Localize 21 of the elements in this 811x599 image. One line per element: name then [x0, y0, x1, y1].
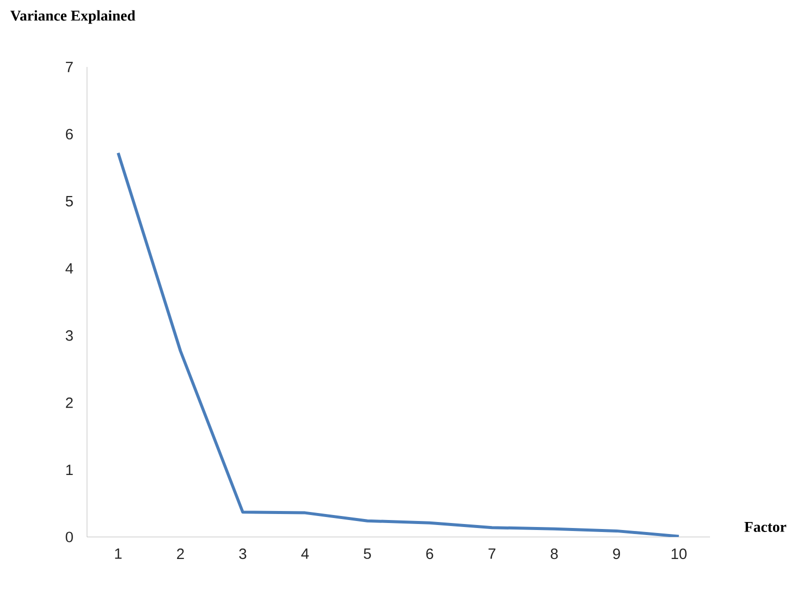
x-tick-label: 4 [301, 548, 309, 559]
x-tick-label: 5 [364, 548, 371, 559]
y-tick-label: 0 [66, 532, 73, 542]
x-tick-label: 10 [672, 548, 687, 560]
x-tick-label: 1 [115, 548, 122, 559]
line-series [116, 151, 680, 537]
x-tick-label: 7 [488, 548, 496, 559]
y-axis-title: Variance Explained [10, 10, 136, 24]
y-tick-label: 2 [66, 397, 73, 408]
x-tick-label: 9 [613, 548, 620, 560]
y-tick-label: 6 [66, 128, 73, 140]
x-tick-label: 6 [426, 548, 434, 560]
y-tick-label: 5 [66, 196, 73, 206]
y-tick-label: 3 [66, 330, 73, 341]
x-tick-label: 8 [550, 548, 558, 560]
y-tick-label: 7 [66, 62, 73, 72]
y-tick-label: 1 [66, 464, 73, 475]
y-tick-label: 4 [66, 263, 74, 274]
x-tick-label: 2 [177, 548, 184, 559]
x-tick-label: 3 [239, 548, 246, 560]
x-axis-title: Factor [744, 522, 786, 532]
